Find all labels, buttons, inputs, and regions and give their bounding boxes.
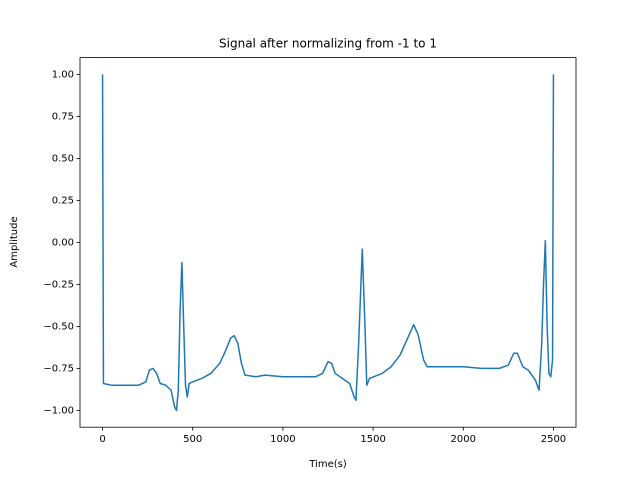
x-tick-label: 2500: [541, 434, 566, 445]
x-tick-label: 1500: [360, 434, 385, 445]
y-tick-label: 0.00: [52, 237, 74, 248]
x-tick-label: 500: [183, 434, 202, 445]
y-tick-label: 0.25: [52, 195, 74, 206]
plot-frame: [79, 57, 577, 428]
y-tick-label: −0.75: [43, 363, 74, 374]
x-tick-label: 2000: [451, 434, 476, 445]
y-tick-label: −1.00: [43, 405, 74, 416]
y-tick-label: 0.75: [52, 111, 74, 122]
y-axis-label: Amplitude: [9, 216, 20, 267]
y-tick-label: 1.00: [52, 69, 74, 80]
chart-title: Signal after normalizing from -1 to 1: [219, 37, 437, 51]
signal-line: [101, 74, 555, 412]
x-axis-label: Time(s): [308, 459, 347, 470]
y-tick-label: −0.25: [43, 279, 74, 290]
y-tick-label: −0.50: [43, 321, 74, 332]
x-tick-label: 1000: [270, 434, 295, 445]
y-tick-label: 0.50: [52, 153, 74, 164]
x-tick-label: 0: [99, 434, 105, 445]
